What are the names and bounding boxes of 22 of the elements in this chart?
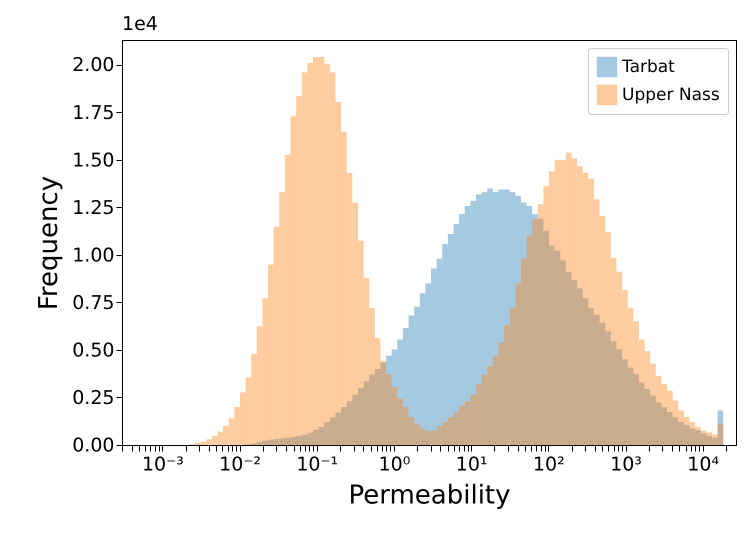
x-tick-label: 10⁻² bbox=[219, 454, 261, 476]
legend-label: Tarbat bbox=[621, 57, 676, 77]
x-axis-title: Permeability bbox=[348, 480, 510, 510]
x-tick-label: 10⁴ bbox=[687, 454, 720, 476]
y-tick-label: 0.25 bbox=[72, 386, 114, 409]
x-tick-label: 10³ bbox=[610, 454, 642, 476]
y-tick-label: 1.50 bbox=[72, 149, 114, 172]
y-tick-label: 1.25 bbox=[72, 196, 114, 219]
y-tick-label: 2.00 bbox=[72, 54, 114, 76]
x-tick-label: 10⁻¹ bbox=[296, 454, 338, 476]
legend-label: Upper Nass bbox=[622, 85, 720, 105]
y-tick-label: 1.00 bbox=[72, 244, 114, 266]
text: 1e4 bbox=[122, 13, 158, 35]
y-tick-label: 0.50 bbox=[72, 339, 114, 362]
x-tick-label: 10⁻³ bbox=[142, 454, 184, 476]
x-tick-label: 10⁰ bbox=[378, 454, 410, 476]
x-tick-label: 10² bbox=[532, 454, 565, 476]
y-tick-label: 0.75 bbox=[72, 292, 114, 314]
y-axis-title: Frequency bbox=[34, 176, 64, 310]
x-tick-label: 10¹ bbox=[456, 454, 488, 476]
y-tick-label: 1.75 bbox=[72, 102, 114, 124]
y-tick-label: 0.00 bbox=[72, 434, 114, 456]
